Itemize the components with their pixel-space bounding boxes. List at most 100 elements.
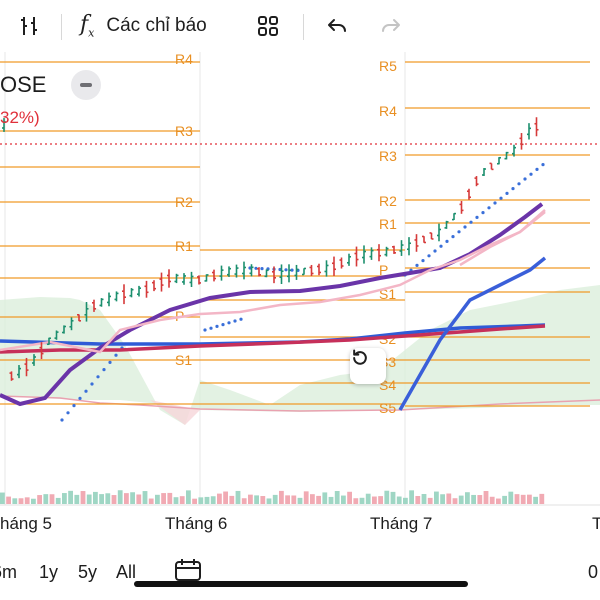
candle-bar xyxy=(407,237,411,256)
candle-bar xyxy=(504,151,509,160)
x-axis-label: T xyxy=(592,514,600,533)
sar-dot xyxy=(475,215,479,219)
candle-bar xyxy=(459,200,464,214)
sar-dot xyxy=(541,163,545,167)
candle-bar xyxy=(497,156,501,165)
undo-icon[interactable] xyxy=(321,8,353,44)
volume-bar xyxy=(390,491,396,504)
candle-bar xyxy=(69,317,74,331)
range-1y[interactable]: 1y xyxy=(39,562,59,582)
toolbar-divider xyxy=(303,14,304,40)
toolbar-divider xyxy=(61,14,62,40)
candle-bar xyxy=(144,280,149,298)
sar-dot xyxy=(505,191,509,195)
volume-bar xyxy=(179,496,185,504)
candle-bar xyxy=(422,235,426,244)
volume-bar xyxy=(186,490,191,504)
candle-bar xyxy=(392,245,396,254)
candle-bar xyxy=(137,285,141,297)
minus-icon xyxy=(80,83,92,87)
sar-dot xyxy=(487,206,491,210)
volume-bar xyxy=(173,497,179,504)
candle-bar xyxy=(302,267,306,276)
candle-bar xyxy=(429,232,434,240)
candle-bar xyxy=(114,291,119,302)
volume-bar xyxy=(279,490,284,504)
candle-bar xyxy=(264,269,269,278)
candle-bar xyxy=(17,365,21,379)
candle-bar xyxy=(324,260,329,277)
candle-bar xyxy=(452,212,456,221)
pivot-label: R3 xyxy=(175,123,193,139)
range-5y[interactable]: 5y xyxy=(78,562,98,582)
volume-bar xyxy=(18,498,24,504)
pivot-label: R2 xyxy=(175,194,193,210)
candle-bar xyxy=(399,240,404,256)
range-6m[interactable]: 6m xyxy=(0,562,18,582)
sar-dot xyxy=(254,266,258,270)
volume-bar xyxy=(43,494,49,504)
sar-dot xyxy=(84,389,88,393)
volume-bar xyxy=(353,498,359,504)
candle-bar xyxy=(189,271,194,288)
reset-zoom-button[interactable] xyxy=(350,348,386,384)
volume-bar xyxy=(6,496,11,504)
volume-bar xyxy=(86,494,92,504)
candle-bar xyxy=(377,244,381,262)
volume-bar xyxy=(130,492,135,504)
volume-bar xyxy=(167,492,173,504)
volume-bar xyxy=(229,495,235,504)
candle-bar xyxy=(47,337,51,346)
volume-bar xyxy=(403,497,408,504)
volume-bar xyxy=(372,496,377,504)
candle-bar xyxy=(92,299,96,312)
volume-bar xyxy=(210,496,216,504)
redo-icon[interactable] xyxy=(375,8,407,44)
sar-dot xyxy=(78,396,82,400)
volume-bar xyxy=(496,498,501,504)
sar-dot xyxy=(260,267,264,271)
sar-dot xyxy=(284,268,288,272)
volume-bar xyxy=(452,498,458,504)
volume-bar xyxy=(241,498,247,504)
collapse-legend-button[interactable] xyxy=(71,70,101,100)
volume-bar xyxy=(49,494,55,504)
volume-bar xyxy=(347,491,352,504)
candle-bar xyxy=(527,123,531,140)
sar-dot xyxy=(493,201,497,205)
layout-grid-icon[interactable] xyxy=(252,8,284,44)
calendar-icon[interactable] xyxy=(174,558,202,587)
sar-dot xyxy=(114,353,118,357)
chart-canvas: R4 R3 R2 R1 P S1 R5 R4 R3 R2 R1 P S1 S2 … xyxy=(0,52,600,506)
sar-dot xyxy=(415,263,419,267)
price-chart[interactable]: R4 R3 R2 R1 P S1 R5 R4 R3 R2 R1 P S1 S2 … xyxy=(0,52,600,550)
candle-bar xyxy=(317,263,321,276)
candle-bar xyxy=(339,257,344,269)
volume-bar xyxy=(68,490,73,504)
volume-bar xyxy=(31,498,36,504)
candle-bar xyxy=(354,246,359,267)
volume-bar xyxy=(384,490,390,504)
chart-toolbar: fx Các chỉ báo xyxy=(0,0,600,52)
sar-dot xyxy=(239,317,243,321)
volume-bar xyxy=(458,495,464,504)
sar-dot xyxy=(66,411,70,415)
sar-dot xyxy=(523,177,527,181)
volume-bar xyxy=(192,498,197,504)
candle-bar xyxy=(212,269,216,282)
volume-bar xyxy=(520,494,526,504)
candle-bar xyxy=(534,117,539,137)
range-all[interactable]: All xyxy=(116,562,137,582)
sar-dot xyxy=(535,167,539,171)
sar-dot xyxy=(481,211,485,215)
candle-type-icon[interactable] xyxy=(14,8,44,44)
pivot-label: R4 xyxy=(379,103,397,119)
rotate-icon xyxy=(353,349,367,365)
indicators-button[interactable]: fx Các chỉ báo xyxy=(80,8,230,44)
volume-bar xyxy=(117,490,123,504)
indicators-label: Các chỉ báo xyxy=(106,15,207,36)
candle-bar xyxy=(482,168,486,176)
volume-bar xyxy=(489,496,495,504)
volume-bar xyxy=(502,495,507,504)
volume-bar xyxy=(62,493,67,504)
